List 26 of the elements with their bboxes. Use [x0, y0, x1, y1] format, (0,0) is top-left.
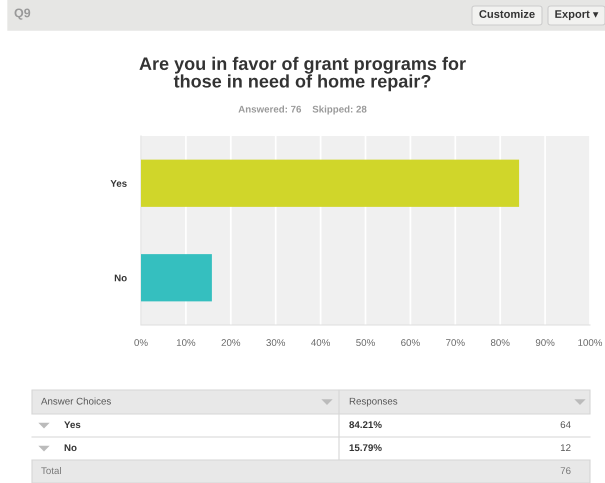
category-label: Yes: [64, 421, 80, 428]
text: Total: [41, 466, 61, 474]
x-tick-label: 0%: [134, 339, 148, 346]
chart-title: Are you in favor of grant programs for those in need of home repair?: [139, 56, 466, 92]
x-tick-label: 60%: [401, 339, 420, 346]
text: 12: [560, 444, 571, 452]
x-tick-label: 30%: [266, 339, 286, 346]
text: Responses: [350, 398, 398, 407]
text: Answer Choices: [41, 397, 111, 405]
x-tick-label: 40%: [311, 339, 330, 346]
text: Customize: [479, 10, 535, 18]
x-tick-label: 20%: [222, 339, 240, 346]
x-tick-label: 10%: [176, 339, 196, 346]
chart-subtitle: Answered: 76 Skipped: 28: [238, 105, 366, 115]
text: 15.79%: [350, 444, 382, 452]
x-tick-label: 100%: [578, 339, 602, 346]
text: Export ▾: [555, 10, 598, 20]
text: 76: [560, 467, 571, 474]
text: Q9: [14, 8, 30, 20]
x-tick-label: 50%: [356, 339, 375, 346]
text: 84.21%: [349, 421, 382, 428]
category-label: No: [64, 444, 77, 452]
x-tick-label: 90%: [536, 339, 554, 346]
x-tick-label: 80%: [490, 339, 510, 346]
x-tick-label: 70%: [446, 339, 465, 346]
text: 64: [560, 421, 571, 428]
